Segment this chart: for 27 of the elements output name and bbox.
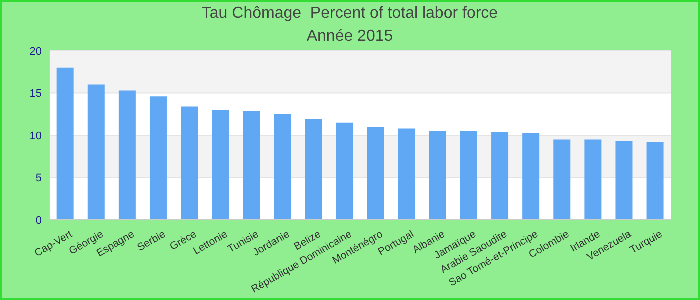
bar <box>212 110 230 220</box>
bar <box>398 128 416 220</box>
bar <box>274 114 292 220</box>
chart-title: Tau Chômage Percent of total labor force <box>200 5 500 23</box>
bar <box>118 90 136 220</box>
bar <box>554 140 571 220</box>
bar <box>56 68 74 220</box>
y-tick-label: 5 <box>36 172 42 185</box>
bar <box>181 106 198 220</box>
bar <box>522 132 540 220</box>
y-tick-label: 0 <box>36 214 42 227</box>
bar <box>150 96 167 220</box>
chart-subtitle: Année 2015 <box>306 28 394 46</box>
bar <box>646 142 664 220</box>
bar <box>584 140 602 220</box>
bar <box>460 131 478 220</box>
bar <box>305 119 322 220</box>
y-tick-label: 10 <box>30 130 42 142</box>
bar <box>492 132 509 220</box>
bar <box>429 131 446 220</box>
bar <box>336 122 354 220</box>
bar <box>367 127 384 220</box>
y-tick-label: 15 <box>30 88 42 100</box>
y-tick-label: 20 <box>30 46 42 58</box>
bar <box>243 110 260 220</box>
bar <box>88 84 105 220</box>
bar <box>616 141 633 220</box>
